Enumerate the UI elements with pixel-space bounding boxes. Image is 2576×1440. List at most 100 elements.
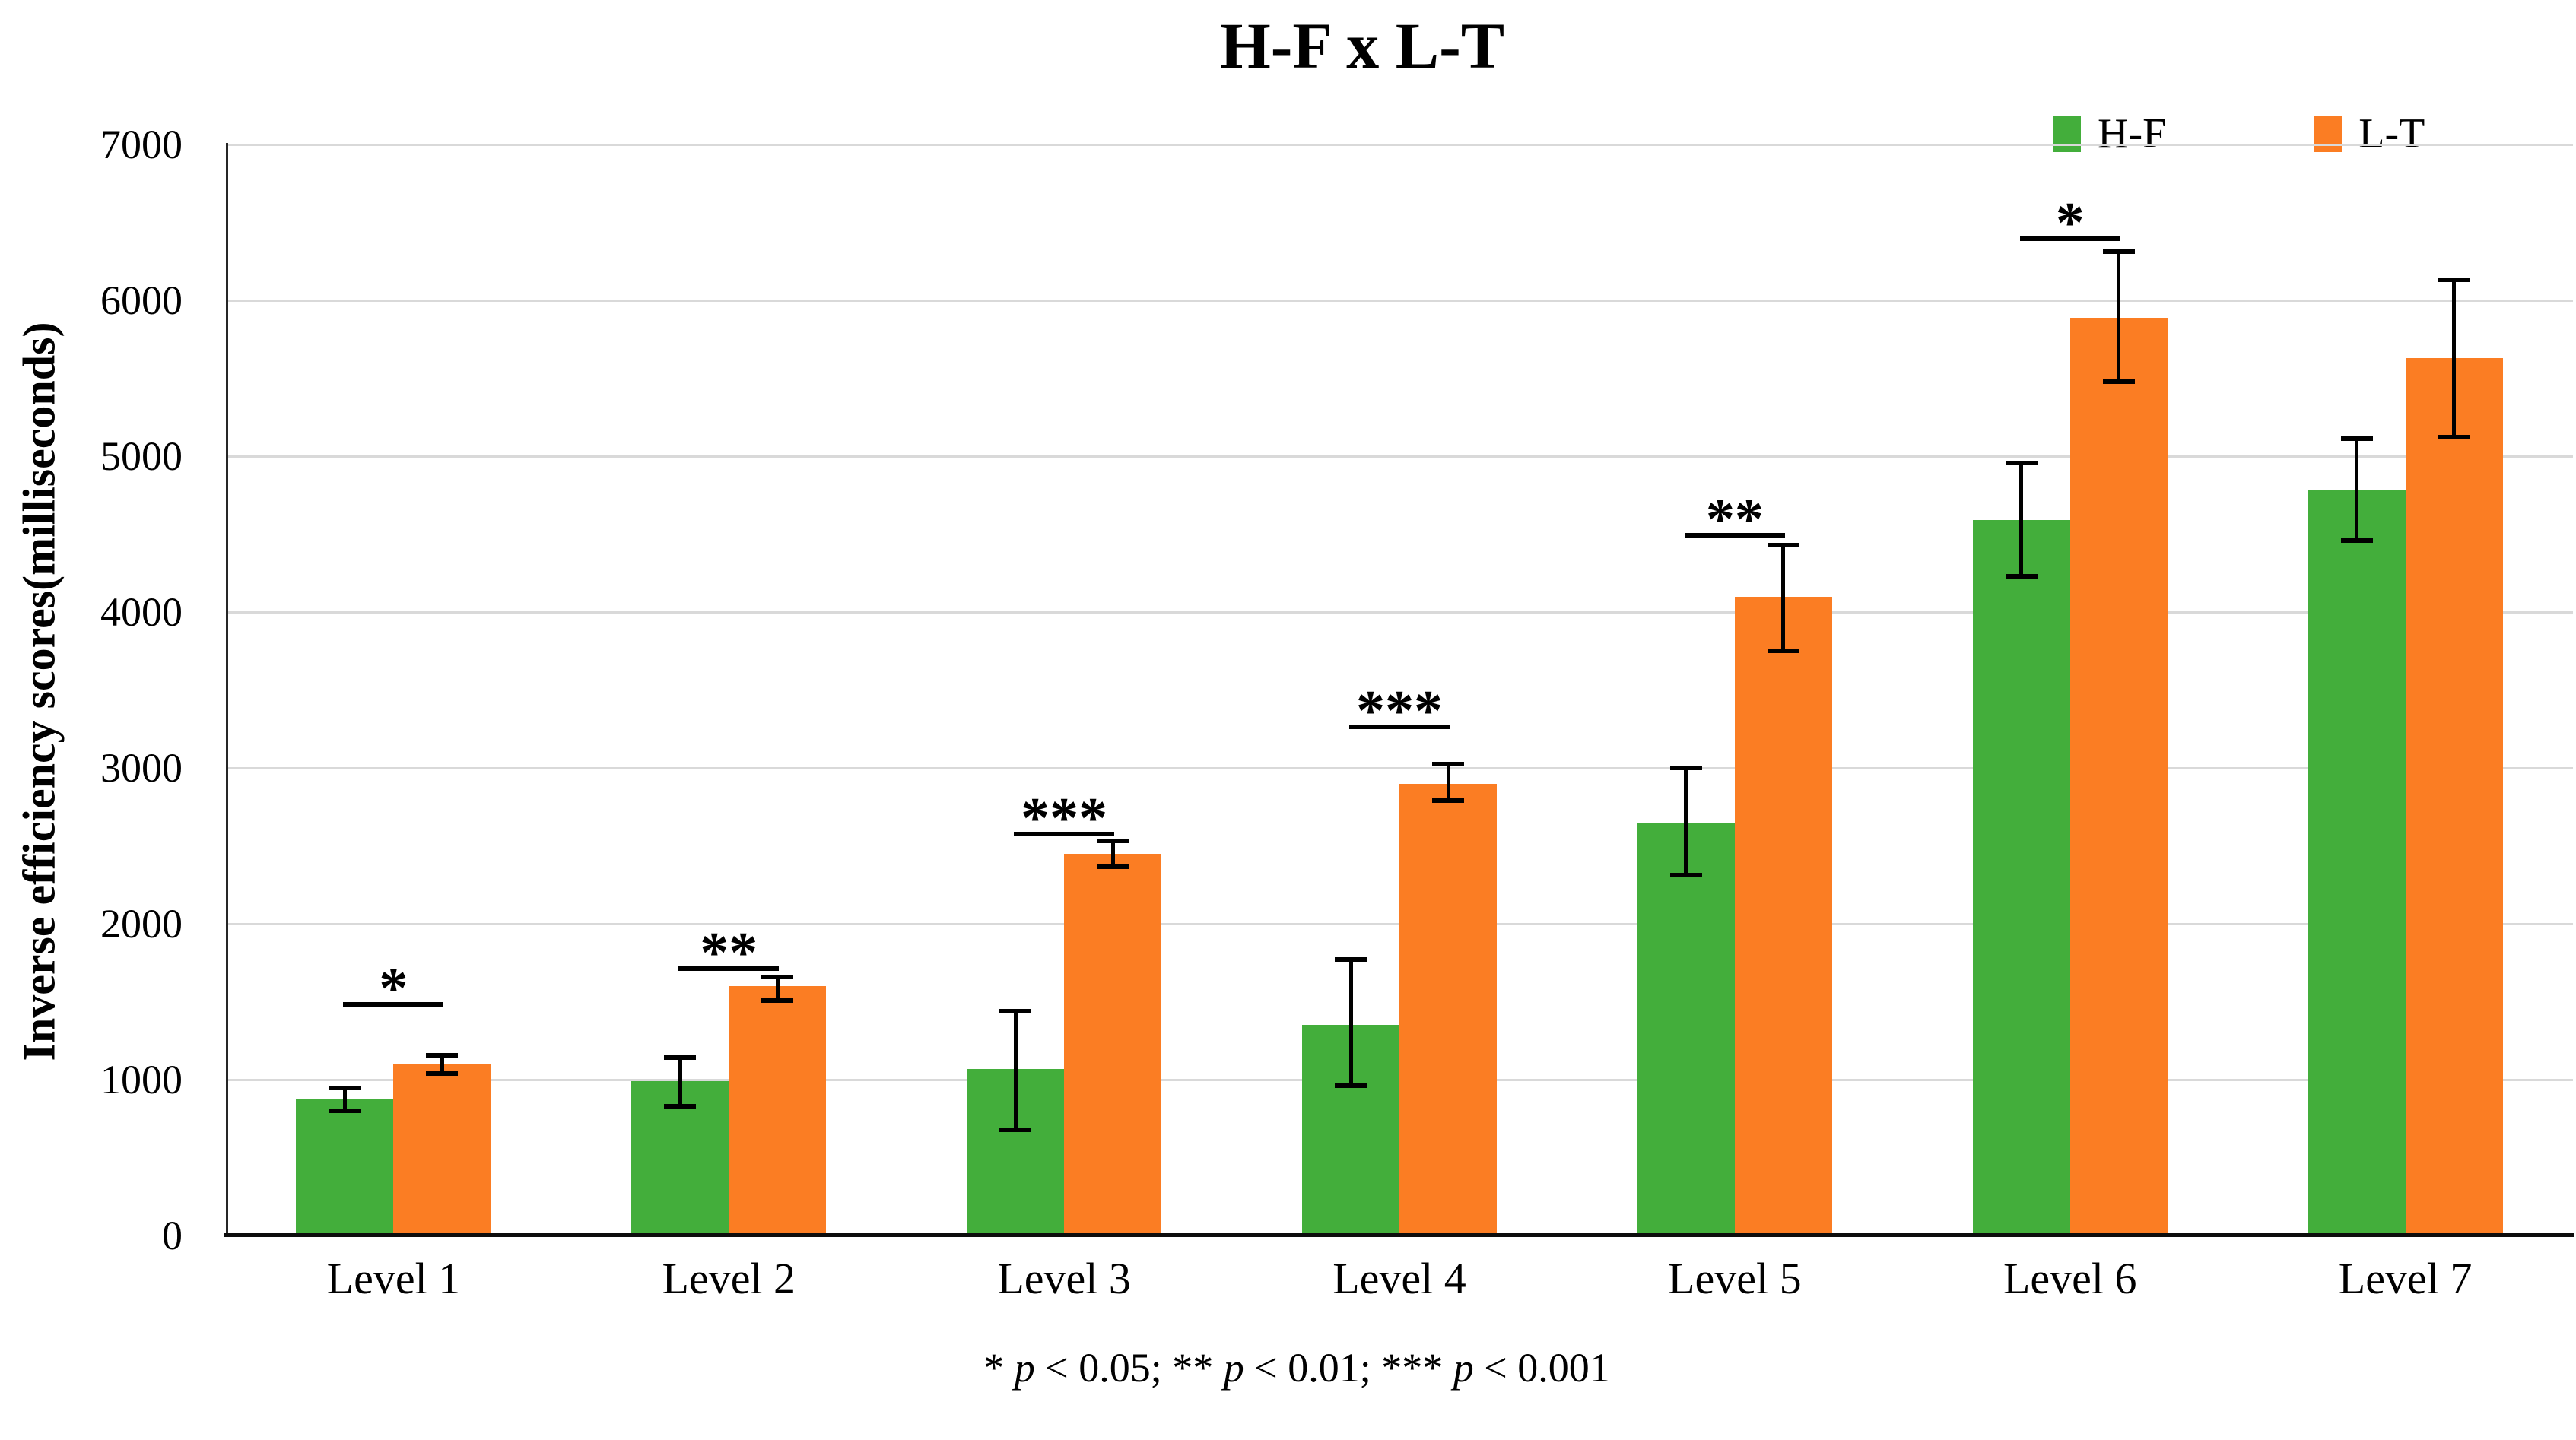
footnote-stars-2: **: [1172, 1345, 1224, 1391]
error-cap-bottom-L-T-Level 6: [2102, 379, 2135, 384]
error-cap-bottom-L-T-Level 5: [1767, 649, 1799, 654]
x-label-Level 6: Level 6: [2003, 1254, 2137, 1303]
error-bar-H-F-Level 1: [342, 1088, 347, 1111]
plot-area: * ** *** *** ** *: [226, 143, 2573, 1235]
bar-H-F-Level 7: [2308, 490, 2406, 1235]
error-bar-L-T-Level 5: [1781, 544, 1786, 652]
legend-swatch-H-F: [2053, 116, 2081, 152]
error-cap-top-L-T-Level 2: [761, 974, 794, 979]
error-cap-bottom-L-T-Level 1: [426, 1070, 459, 1076]
legend-item-L-T: L-T: [2314, 113, 2425, 155]
x-label-Level 1: Level 1: [326, 1254, 461, 1303]
error-cap-bottom-H-F-Level 6: [2005, 573, 2038, 579]
significance-line-Level 4: [1349, 724, 1450, 729]
error-bar-L-T-Level 2: [775, 976, 780, 1001]
error-bar-H-F-Level 6: [2019, 463, 2024, 576]
error-cap-top-H-F-Level 5: [1669, 766, 1702, 770]
error-cap-bottom-H-F-Level 2: [664, 1103, 697, 1109]
gridline-6000: [226, 299, 2573, 302]
bar-L-T-Level 7: [2405, 357, 2503, 1235]
significance-stars-Level 3: ***: [1021, 786, 1108, 851]
bar-L-T-Level 2: [729, 986, 827, 1235]
y-tick-0: 0: [162, 1213, 183, 1258]
legend-item-H-F: H-F: [2053, 113, 2166, 155]
error-cap-top-H-F-Level 2: [664, 1055, 697, 1061]
error-cap-top-L-T-Level 3: [1097, 839, 1129, 844]
chart-legend: H-F L-T: [2053, 113, 2425, 155]
bar-L-T-Level 1: [393, 1064, 491, 1235]
error-bar-L-T-Level 6: [2117, 252, 2121, 382]
gridline-5000: [226, 455, 2573, 458]
legend-label-L-T: L-T: [2358, 110, 2425, 157]
error-cap-bottom-L-T-Level 4: [1432, 798, 1464, 804]
y-tick-1000: 1000: [100, 1057, 183, 1102]
significance-line-Level 1: [343, 1001, 444, 1007]
gridline-3000: [226, 766, 2573, 769]
x-label-Level 7: Level 7: [2338, 1254, 2473, 1303]
significance-stars-Level 2: **: [700, 920, 758, 985]
error-cap-bottom-L-T-Level 3: [1097, 864, 1129, 870]
x-label-Level 2: Level 2: [662, 1254, 796, 1303]
gridline-4000: [226, 611, 2573, 614]
footnote-stars-3: ***: [1381, 1345, 1453, 1391]
footnote-p-3: p: [1453, 1345, 1474, 1391]
legend-swatch-L-T: [2314, 116, 2343, 152]
error-cap-bottom-H-F-Level 7: [2340, 538, 2373, 543]
error-cap-top-H-F-Level 1: [329, 1086, 361, 1091]
error-bar-L-T-Level 1: [440, 1055, 444, 1074]
error-cap-top-L-T-Level 6: [2102, 249, 2135, 255]
error-bar-H-F-Level 7: [2355, 439, 2359, 541]
significance-stars-Level 5: **: [1705, 487, 1764, 551]
error-cap-top-L-T-Level 7: [2438, 278, 2470, 283]
error-cap-bottom-H-F-Level 5: [1669, 873, 1702, 878]
error-cap-top-H-F-Level 6: [2005, 461, 2038, 466]
significance-line-Level 5: [1684, 532, 1785, 538]
bar-L-T-Level 4: [1399, 783, 1497, 1235]
bar-H-F-Level 6: [1972, 520, 2070, 1235]
significance-line-Level 6: [2019, 236, 2120, 242]
error-cap-bottom-H-F-Level 3: [999, 1127, 1032, 1132]
significance-stars-Level 6: *: [2055, 191, 2085, 255]
footnote-text-2: < 0.01;: [1244, 1345, 1382, 1391]
x-label-Level 5: Level 5: [1668, 1254, 1802, 1303]
significance-stars-Level 1: *: [379, 956, 408, 1020]
error-bar-H-F-Level 4: [1348, 959, 1353, 1086]
error-cap-top-L-T-Level 5: [1767, 542, 1799, 547]
bar-L-T-Level 5: [1734, 596, 1832, 1235]
x-label-Level 3: Level 3: [997, 1254, 1131, 1303]
error-cap-top-H-F-Level 3: [999, 1008, 1032, 1013]
significance-footnote: * p < 0.05; ** p < 0.01; *** p < 0.001: [983, 1344, 1609, 1391]
significance-line-Level 3: [1014, 832, 1115, 837]
legend-label-H-F: H-F: [2098, 110, 2167, 157]
x-axis-line: [224, 1233, 2574, 1237]
error-cap-top-H-F-Level 4: [1335, 957, 1367, 963]
y-tick-4000: 4000: [100, 589, 183, 635]
error-cap-top-H-F-Level 7: [2340, 436, 2373, 442]
error-bar-L-T-Level 3: [1110, 841, 1115, 867]
bar-H-F-Level 5: [1637, 822, 1735, 1235]
y-tick-3000: 3000: [100, 745, 183, 791]
footnote-p-2: p: [1223, 1345, 1244, 1391]
chart-title: H-F x L-T: [1219, 9, 1505, 82]
y-tick-6000: 6000: [100, 278, 183, 323]
bar-L-T-Level 3: [1064, 853, 1162, 1235]
significance-line-Level 2: [678, 966, 780, 971]
error-bar-H-F-Level 2: [678, 1058, 682, 1106]
error-cap-top-L-T-Level 1: [426, 1053, 459, 1058]
footnote-text-3: < 0.001: [1473, 1345, 1610, 1391]
error-bar-L-T-Level 4: [1446, 763, 1450, 801]
x-label-Level 4: Level 4: [1332, 1254, 1466, 1303]
error-bar-H-F-Level 5: [1684, 768, 1688, 876]
bar-H-F-Level 1: [296, 1098, 394, 1235]
error-bar-H-F-Level 3: [1013, 1010, 1018, 1130]
bar-L-T-Level 6: [2069, 317, 2168, 1235]
y-tick-2000: 2000: [100, 901, 183, 947]
footnote-p-1: p: [1014, 1345, 1035, 1391]
error-cap-bottom-L-T-Level 7: [2438, 435, 2470, 440]
y-tick-7000: 7000: [100, 122, 183, 167]
significance-stars-Level 4: ***: [1356, 678, 1443, 743]
footnote-stars-1: *: [983, 1345, 1015, 1391]
y-tick-5000: 5000: [100, 433, 183, 479]
gridline-7000: [226, 143, 2573, 146]
